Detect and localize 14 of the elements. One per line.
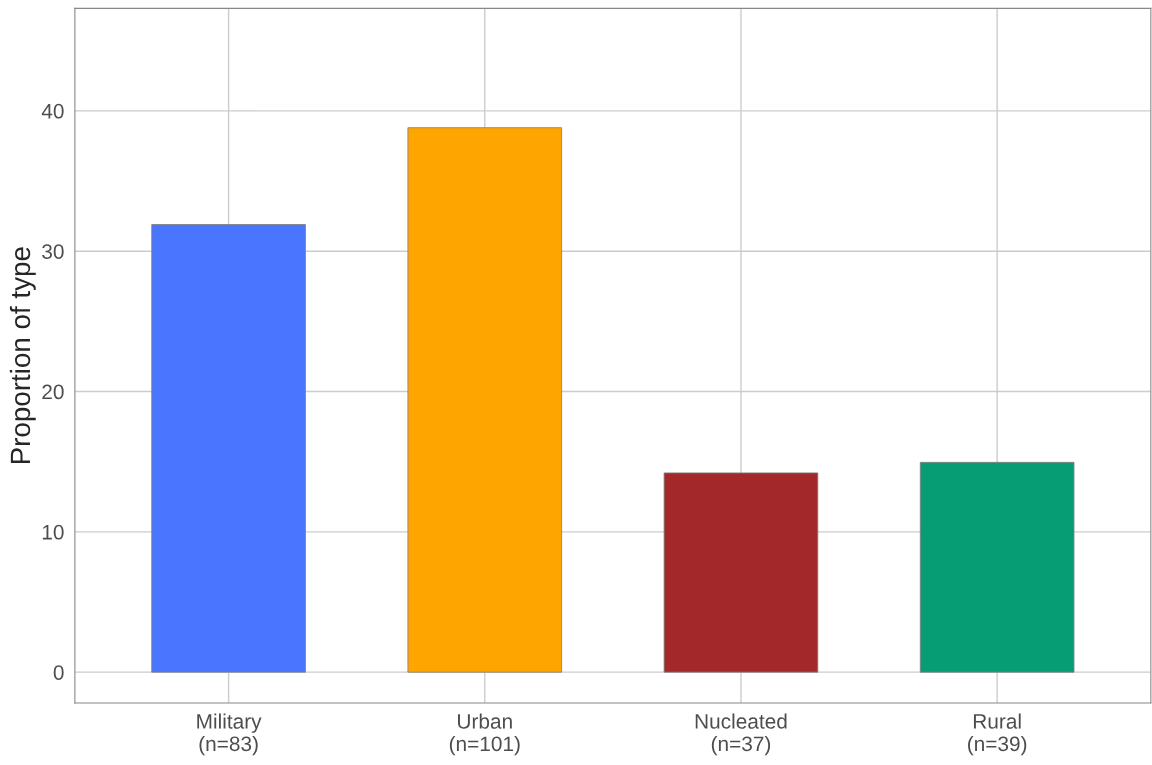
x-tick-label: Urban (n=101) bbox=[449, 713, 520, 756]
x-tick-label: Military (n=83) bbox=[197, 713, 262, 756]
bar bbox=[407, 127, 563, 673]
y-tick-label: 30 bbox=[42, 244, 64, 259]
y-tick-label: 40 bbox=[41, 103, 64, 119]
y-tick-label: 10 bbox=[42, 524, 64, 540]
bar bbox=[151, 224, 306, 673]
bar bbox=[919, 461, 1075, 673]
y-tick-label: 20 bbox=[42, 384, 64, 400]
x-tick-label: Rural (n=39) bbox=[968, 713, 1027, 756]
bar bbox=[663, 472, 819, 673]
y-axis-title: Proportion of type bbox=[9, 247, 36, 464]
x-tick-label: Nucleated (n=37) bbox=[695, 713, 787, 756]
y-tick-label: 0 bbox=[53, 665, 64, 680]
